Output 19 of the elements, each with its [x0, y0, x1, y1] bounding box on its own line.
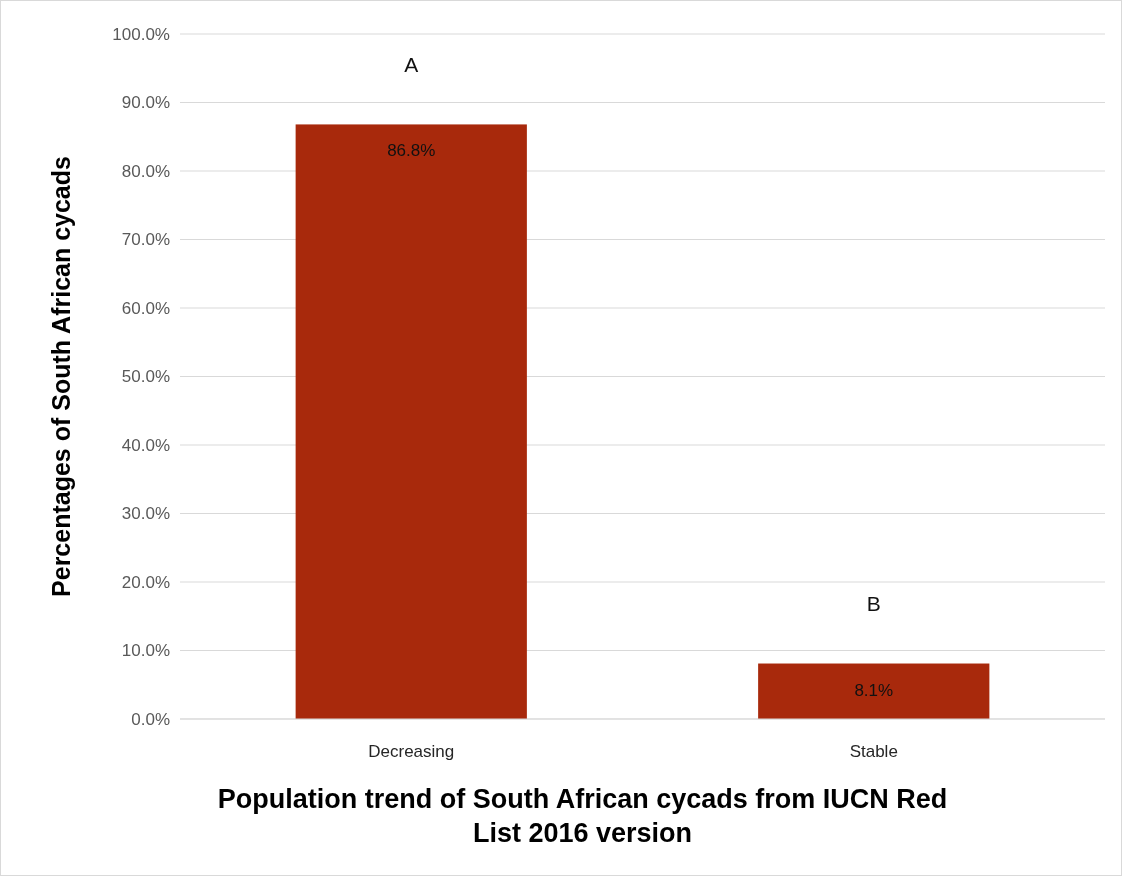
annotation: A [404, 52, 419, 76]
annotation: B [866, 591, 881, 615]
y-tick-label: 40.0% [121, 435, 170, 455]
data-label: 86.8% [387, 141, 436, 161]
y-tick-label: 30.0% [121, 504, 170, 524]
y-tick-label: 20.0% [121, 572, 170, 592]
y-tick-label: 100.0% [112, 24, 170, 44]
y-tick-label: 10.0% [121, 641, 170, 661]
x-tick-label: Stable [849, 742, 898, 761]
y-tick-label: 80.0% [121, 161, 170, 181]
x-tick-label: Decreasing [368, 742, 455, 761]
y-tick-label: 60.0% [121, 298, 170, 318]
y-tick-label: 0.0% [131, 709, 170, 729]
y-tick-label: 90.0% [121, 93, 170, 113]
x-axis-title: Population trend of South African cycads from IUCN Red List 2016 version [217, 784, 948, 848]
y-tick-label: 70.0% [121, 230, 170, 250]
y-tick-label: 50.0% [121, 367, 170, 387]
data-label: 8.1% [854, 680, 894, 700]
y-axis-title: Percentages of South African cycads [47, 156, 75, 597]
